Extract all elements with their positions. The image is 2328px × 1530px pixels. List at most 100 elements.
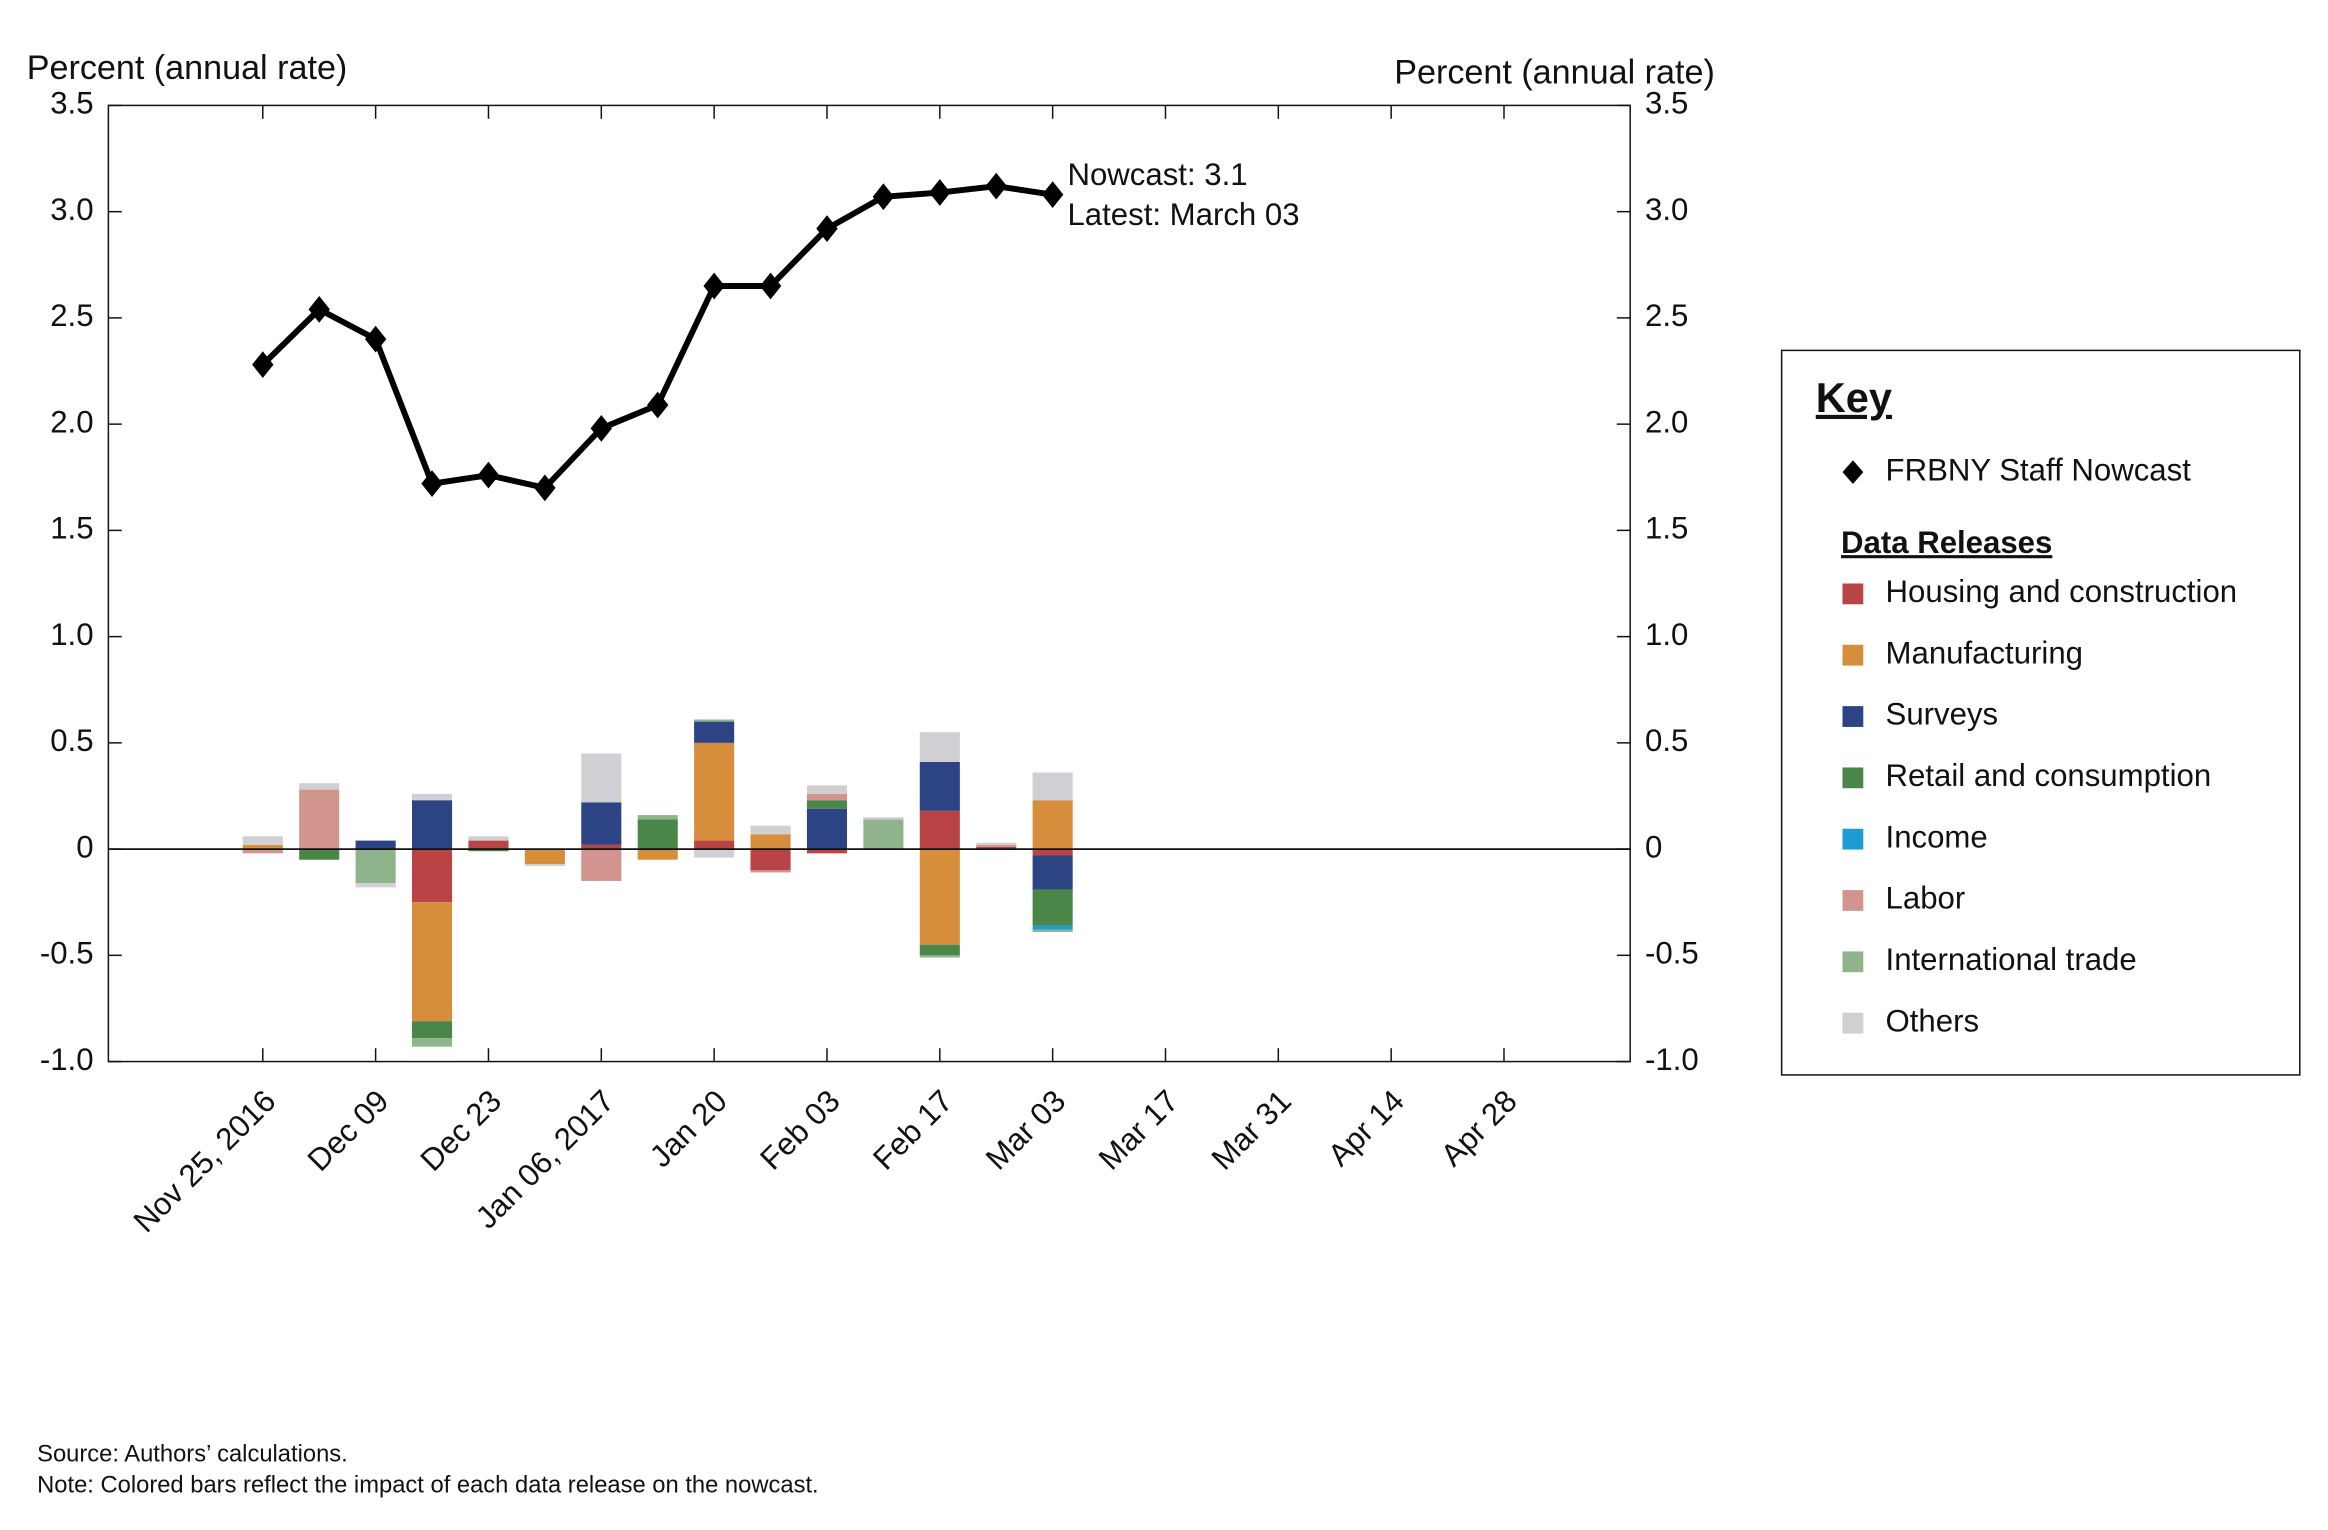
bar-segment [806,800,848,809]
bar-segment [581,849,622,881]
y2-tick-label: 3.0 [1645,192,1688,227]
nowcast-marker [647,391,669,419]
nowcast-marker [929,179,951,206]
nowcast-marker [252,351,274,379]
bar-segment [637,849,678,860]
y-tick-label: 1.5 [50,511,93,546]
bar-segment [637,819,678,850]
nowcast-marker [816,215,838,243]
bar-segment [412,800,453,850]
y-tick-label: 3.0 [50,192,93,227]
legend-label: Housing and construction [1886,574,2238,609]
legend-swatch [1842,767,1864,789]
bar-segment [242,844,283,850]
nowcast-marker [703,272,725,300]
y-tick-label: 3.5 [50,86,93,121]
bar-segment [806,793,848,801]
bar-segment [976,842,1017,845]
bar-segment [299,783,340,790]
bar-segment [1032,800,1073,850]
y-tick-label: 2.0 [50,404,93,439]
legend-swatch [1842,706,1864,727]
nowcast-marker [534,474,556,502]
y2-tick-label: 2.0 [1645,404,1688,439]
bar-segment [919,944,960,956]
bar-segment [750,834,791,850]
y2-tick-label: 1.5 [1645,511,1688,546]
bar-segment [806,849,848,854]
legend-marker [1842,460,1864,485]
bar-segment [355,883,396,888]
bar-segment [1032,929,1073,932]
legend-box [1780,349,2301,1076]
bar-segment [806,808,848,850]
legend-title: Key [1816,374,1892,421]
y-tick-label: 0 [76,829,93,864]
bar-segment [412,849,453,903]
bar-segment [412,793,453,801]
bar-segment [694,840,735,850]
legend-label: Income [1886,819,1988,854]
legend-swatch [1842,890,1864,911]
legend-label: Labor [1886,881,1966,916]
bar-segment [694,719,735,722]
legend-swatch [1842,951,1864,973]
bar-segment [242,849,283,854]
x-tick-label: Dec 23 [414,1083,509,1178]
x-tick-label: Mar 17 [1092,1083,1185,1176]
bar-segment [468,840,509,850]
bar-segment [976,844,1017,847]
bar-segment [976,846,1017,850]
legend-swatch [1842,828,1864,850]
bar-segment [694,721,735,743]
bar-segment [694,849,735,858]
bar-segment [524,863,565,867]
nowcast-marker [421,470,443,497]
y-tick-label: -0.5 [40,936,94,971]
bar-segment [750,825,791,835]
bar-segment [750,849,791,871]
bar-segment [412,1038,453,1047]
bar-segment [1032,855,1073,890]
bar-segment [863,819,904,850]
bar-segment [919,732,960,762]
legend-label: FRBNY Staff Nowcast [1886,452,2192,487]
legend-subtitle: Data Releases [1841,525,2052,560]
source-note: Source: Authors’ calculations. [37,1440,348,1467]
nowcast-marker [364,325,387,353]
bar-segment [919,849,960,945]
bar-segment [637,815,678,820]
bar-segment [581,802,622,845]
legend-swatch [1842,583,1864,605]
bar-segment [919,761,960,811]
legend-swatch [1842,1012,1864,1034]
bar-segment [1032,772,1073,801]
y2-tick-label: 1.0 [1645,617,1688,652]
bar-segment [750,870,791,873]
legend-label: Retail and consumption [1886,758,2212,793]
y-tick-label: 2.5 [50,298,93,333]
y2-tick-label: -0.5 [1645,936,1699,971]
x-tick-label: Apr 14 [1321,1083,1411,1173]
bar-segment [1032,925,1073,930]
bar-segment [355,840,396,850]
x-tick-label: Mar 31 [1205,1083,1298,1176]
bar-segment [468,849,509,852]
nowcast-marker [759,272,782,300]
x-tick-label: Dec 09 [301,1083,396,1178]
y2-tick-label: 0.5 [1645,723,1688,758]
bar-segment [919,955,960,958]
bar-segment [355,849,396,884]
legend-label: Manufacturing [1886,635,2083,670]
annotation: Latest: March 03 [1067,197,1299,232]
y2-axis-title: Percent (annual rate) [1394,53,1715,91]
bar-segment [524,849,565,864]
nowcast-marker [985,172,1007,200]
y2-tick-label: 3.5 [1645,86,1688,121]
bar-segment [468,836,509,841]
legend-swatch [1842,644,1864,666]
bar-segment [1032,849,1073,856]
y-tick-label: 1.0 [50,617,93,652]
annotation: Nowcast: 3.1 [1067,157,1247,192]
bar-segment [581,844,622,850]
